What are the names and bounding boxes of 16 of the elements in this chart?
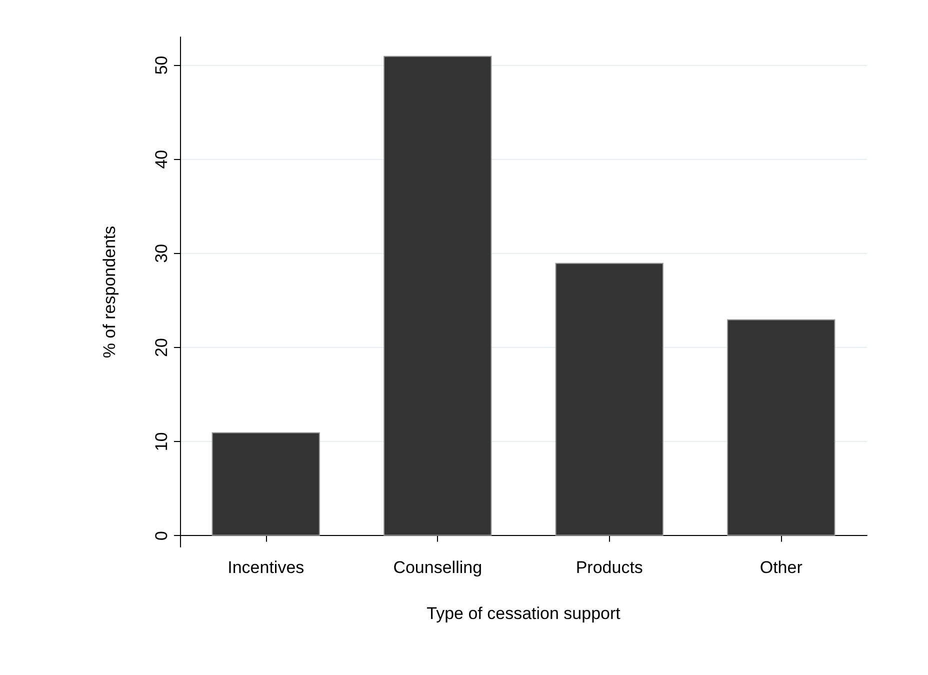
y-tick-label: 30 [152, 244, 171, 263]
bar [727, 319, 836, 536]
y-tick-label: 50 [152, 56, 171, 75]
y-tick-label: 10 [152, 432, 171, 452]
x-tick-label: Counselling [393, 558, 482, 577]
y-tick-label: 0 [152, 530, 171, 540]
x-tick-label: Other [760, 558, 803, 577]
bar [384, 56, 492, 536]
bar [212, 432, 320, 536]
bar [555, 262, 664, 536]
x-axis-title: Type of cessation support [426, 604, 621, 623]
x-tick-label: Products [576, 558, 643, 577]
y-tick-label: 20 [152, 338, 171, 357]
x-tick-label: Incentives [228, 558, 304, 577]
y-tick-label: 40 [152, 150, 171, 169]
y-axis-title: % of respondents [100, 226, 119, 358]
